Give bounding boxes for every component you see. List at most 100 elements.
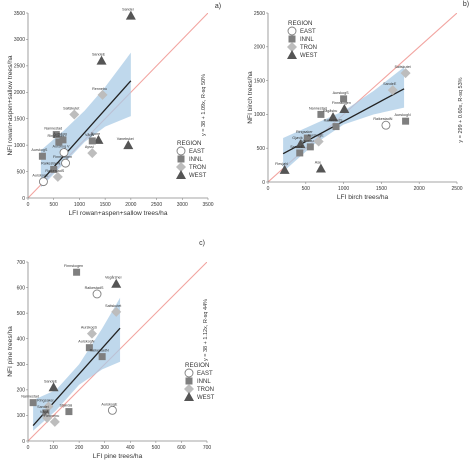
point-label: Sandei [122,8,134,12]
confidence-band [33,297,121,431]
legend: REGION EAST INNL TRON WEST [287,20,318,59]
point-label: Vanebskei [117,137,134,141]
data-point-tron [313,136,324,147]
legend-marker-east [184,368,194,378]
point-label: Aurskog [53,132,67,136]
legend-item-tron: TRON [300,45,317,51]
data-point-innl [52,131,60,139]
x-tick-label: 300 [101,445,110,451]
legend-title: REGION [288,20,312,27]
point-label: RaikestadN [41,161,60,165]
legend-item-tron: TRON [189,165,206,171]
data-point-west [123,140,134,150]
data-point-innl [38,152,46,160]
data-point-innl [55,138,63,146]
x-tick-label: 2000 [414,186,425,192]
data-point-innl [98,353,106,361]
legend-item-innl: INNL [197,379,211,385]
point-label: RaikestadS [85,286,104,290]
data-point-tron [97,89,108,100]
legend-marker-east [176,146,186,156]
data-point-innl [42,409,50,417]
x-axis-title: LFI birch trees/ha [337,194,389,201]
data-point-innl [65,408,73,416]
point-label: Vågå [85,133,95,137]
data-point-innl [340,95,348,103]
data-point-tron [52,171,63,182]
legend-item-west: WEST [300,53,318,59]
point-label: Ase [315,160,321,164]
panel-2: 0 500 1000 1500 2000 2500 0 500 1000 1500 2000 2500… [247,1,469,201]
y-tick-label: 3000 [14,37,25,43]
data-point-innl [332,123,340,131]
y-tick-label: 2000 [14,90,25,96]
y-tick-label: 2500 [14,64,25,70]
x-tick-label: 500 [152,445,161,451]
point-label: Flesjøhl [275,162,288,166]
panel-label: b) [463,1,469,8]
point-label: Saltskutet [63,106,79,110]
y-axis-title: NFI birch trees/ha [247,71,254,124]
point-label: Vanebu [301,139,313,143]
data-point-innl [303,134,311,142]
point-label: RaikestadS [45,169,64,173]
x-tick-label: 500 [302,186,311,192]
point-label: Vågå [40,410,50,414]
data-point-west [125,10,136,20]
x-tick-label: 2500 [451,186,462,192]
y-tick-label: 400 [17,337,26,343]
y-tick-label: 700 [17,260,26,266]
data-point-west [111,278,122,288]
panel-1: 0 500 1000 1500 2000 2500 3000 3500 0 500 1000 1500… [7,3,221,217]
x-tick-label: 700 [203,445,212,451]
y-tick-label: 3500 [14,11,25,17]
point-label: Finnskogen [64,264,83,268]
data-point-innl [402,117,410,125]
legend-item-west: WEST [197,395,215,401]
legend-marker-tron [287,42,297,52]
data-point-east [59,148,69,157]
data-point-west [339,103,350,113]
data-point-tron [49,416,60,427]
data-point-innl [59,136,67,144]
data-point-west [48,382,59,392]
data-point-tron [43,401,54,412]
data-point-east [381,120,391,130]
y-tick-label: 500 [17,169,26,175]
y-tick-label: 1500 [254,78,265,84]
x-tick-label: 0 [27,445,30,451]
data-point-west [96,55,107,65]
point-label: RaikestadS [324,119,343,123]
y-tick-label: 500 [257,146,266,152]
x-tick-label: 0 [27,202,30,208]
data-point-tron [86,328,97,339]
regression-line [282,88,405,155]
legend-item-west: WEST [189,173,207,179]
y-tick-label: 200 [17,388,26,394]
legend-marker-innl [177,155,185,163]
data-point-tron [87,148,98,159]
x-tick-label: 1500 [376,186,387,192]
legend-title: REGION [177,140,201,147]
x-tick-label: 200 [75,445,84,451]
data-point-east [107,405,117,415]
legend-marker-innl [185,377,193,385]
regression-equation: y = 299 + 0.60x, R-sq 53% [458,77,464,142]
x-tick-label: 3500 [202,202,213,208]
data-point-tron [111,306,122,317]
data-point-west [328,112,339,122]
data-point-east [61,158,70,168]
x-tick-label: 2000 [125,202,136,208]
data-point-west [279,164,290,174]
regression-equation: y = 38 + 1.12x, R-sq 44% [203,299,209,361]
legend-marker-tron [184,384,194,394]
point-label: SandeE [44,379,58,383]
panel-label: c) [199,240,205,247]
y-tick-label: 2500 [254,11,265,17]
x-tick-label: 500 [50,202,59,208]
point-label: Nannestad [309,106,327,110]
y-tick-label: 0 [262,180,265,186]
legend-item-east: EAST [197,371,213,377]
legend-marker-innl [288,35,296,43]
